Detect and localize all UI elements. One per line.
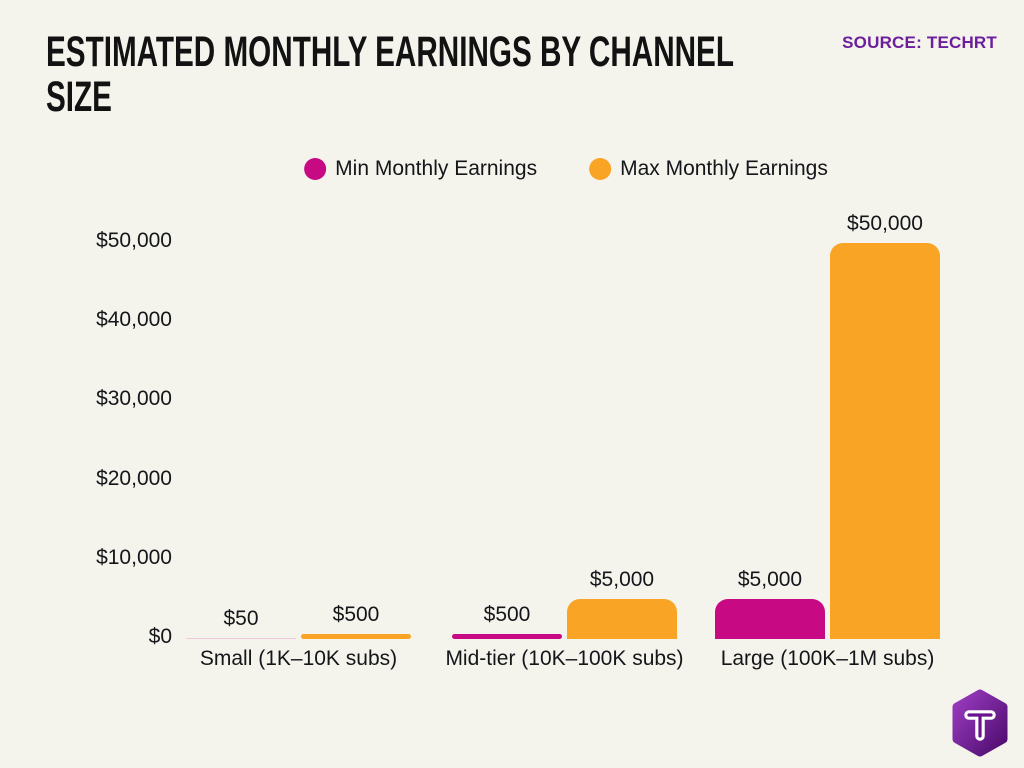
y-axis-tick-2: $20,000	[96, 466, 172, 490]
legend-label-min: Min Monthly Earnings	[335, 157, 538, 180]
bar-max-1	[567, 599, 677, 639]
bar-max-2	[830, 243, 940, 639]
max-series-swatch-icon	[589, 158, 612, 180]
legend-item-min: Min Monthly Earnings	[304, 157, 537, 181]
y-axis-tick-5: $50,000	[96, 229, 172, 252]
value-label-max-0: $500	[332, 603, 380, 626]
y-axis-tick-1: $10,000	[96, 545, 172, 569]
value-label-max-1: $5,000	[589, 568, 655, 591]
chart-legend: Min Monthly Earnings Max Monthly Earning…	[304, 157, 828, 181]
page-title: ESTIMATED MONTHLY EARNINGS BY CHANNEL SI…	[46, 28, 734, 121]
techrt-logo	[949, 689, 1011, 757]
category-label-1: Mid-tier (10K–100K subs)	[445, 647, 684, 670]
category-label-0: Small (1K–10K subs)	[199, 647, 398, 670]
y-axis-tick-0: $0	[148, 625, 172, 648]
value-label-min-2: $5,000	[737, 568, 803, 591]
source-credit: SOURCE: TECHRT	[842, 33, 997, 52]
bar-max-0	[301, 634, 411, 639]
y-axis-tick-4: $40,000	[96, 308, 172, 332]
value-label-min-0: $50	[223, 607, 259, 630]
legend-label-max: Max Monthly Earnings	[620, 157, 828, 180]
value-label-max-2: $50,000	[847, 212, 923, 235]
hexagon-logo-icon	[952, 689, 1008, 757]
min-series-swatch-icon	[304, 158, 327, 180]
bar-min-0	[186, 638, 296, 639]
legend-item-max: Max Monthly Earnings	[589, 157, 828, 181]
bar-min-1	[452, 634, 562, 639]
category-label-2: Large (100K–1M subs)	[720, 647, 935, 670]
value-label-min-1: $500	[483, 603, 531, 626]
y-axis-tick-3: $30,000	[96, 387, 172, 411]
bar-min-2	[715, 599, 825, 639]
